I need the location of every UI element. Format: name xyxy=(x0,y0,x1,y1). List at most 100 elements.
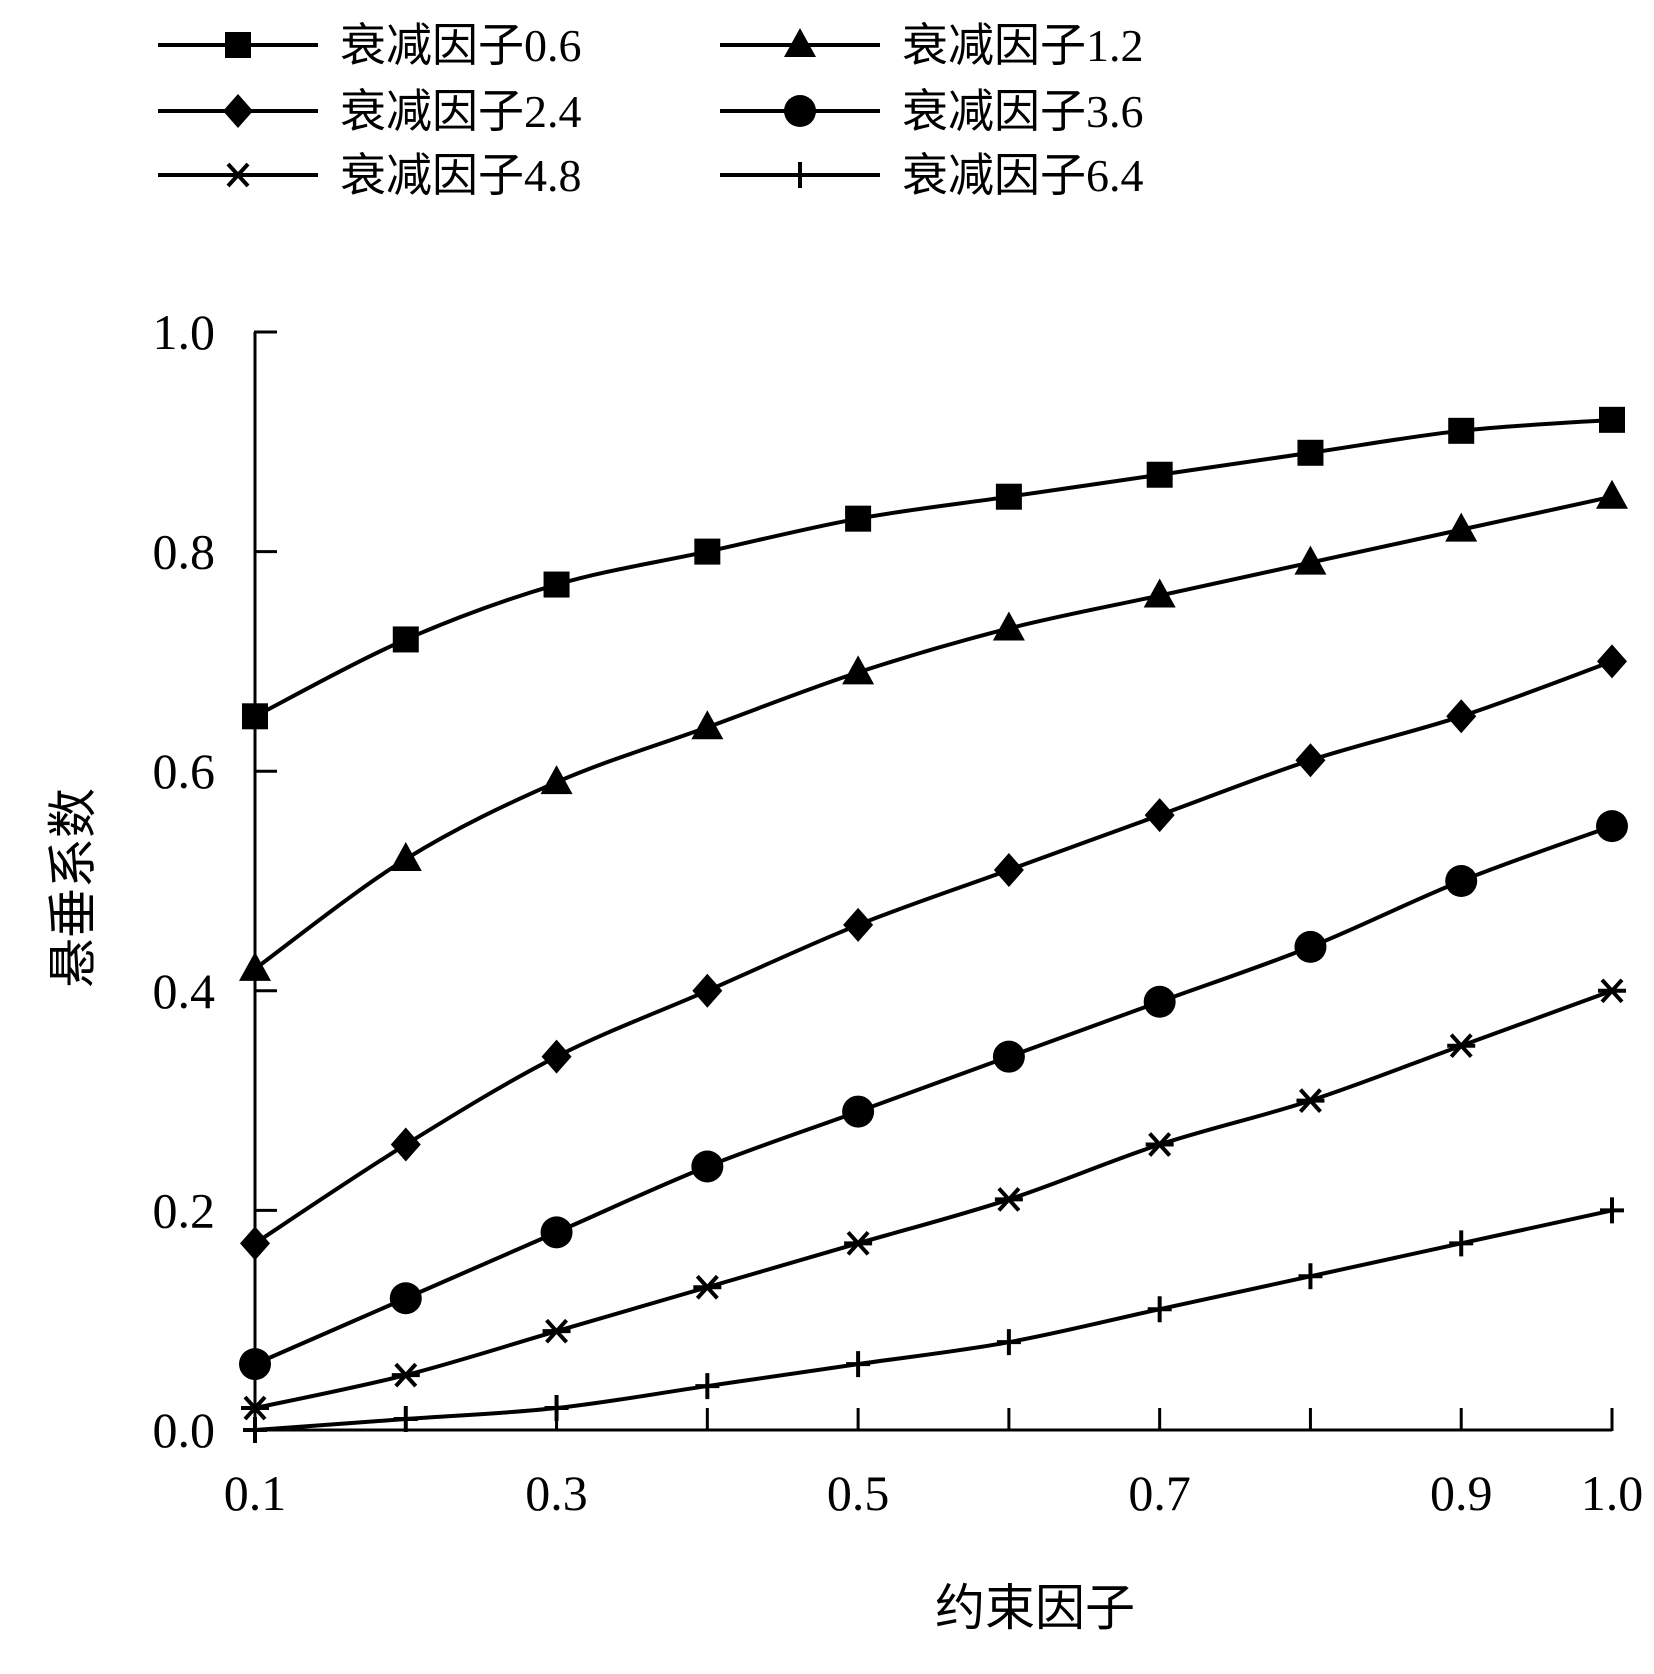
data-point xyxy=(240,1226,270,1261)
data-point xyxy=(1596,810,1628,843)
axes: 0.0 0.2 0.4 0.6 0.8 1.0 0.1 0.3 0.5 0.7 0.9 1.0 约束因子… xyxy=(45,304,1643,1636)
data-point xyxy=(694,538,721,565)
x-tick-label: 0.9 xyxy=(1430,1465,1493,1521)
data-point xyxy=(241,1395,269,1421)
legend-label: 衰减因子6.4 xyxy=(902,150,1144,201)
data-point xyxy=(1143,985,1176,1018)
legend-marker xyxy=(223,94,253,128)
legend-item: 衰减因子1.2 xyxy=(720,20,1144,71)
legend-item: 衰减因子0.6 xyxy=(158,20,582,71)
data-point xyxy=(1596,479,1628,509)
data-point xyxy=(1146,461,1173,488)
legend-item: 衰减因子4.8 xyxy=(158,150,582,201)
data-point xyxy=(1144,798,1175,833)
data-point xyxy=(1447,1033,1476,1059)
data-point xyxy=(540,1216,573,1249)
data-point xyxy=(692,973,723,1008)
legend-label: 衰减因子1.2 xyxy=(902,20,1144,71)
x-tick-label: 1.0 xyxy=(1581,1465,1644,1521)
legend-label: 衰减因子3.6 xyxy=(902,86,1144,137)
data-point xyxy=(393,1406,418,1433)
data-point xyxy=(691,710,724,740)
plot-area xyxy=(239,406,1628,1443)
data-point xyxy=(242,703,268,730)
series-3 xyxy=(240,644,1627,1261)
data-point xyxy=(1297,439,1324,466)
series-line xyxy=(254,824,1613,1366)
legend-marker xyxy=(784,28,816,57)
data-point xyxy=(1599,406,1625,433)
data-point xyxy=(842,655,875,685)
data-point xyxy=(1446,699,1477,734)
data-point xyxy=(1145,1132,1174,1157)
data-point xyxy=(541,1039,572,1074)
data-point xyxy=(239,951,271,981)
data-point xyxy=(695,1373,720,1400)
y-tick-label: 0.6 xyxy=(153,743,216,799)
y-tick-label: 0.0 xyxy=(153,1402,216,1458)
data-point xyxy=(389,842,422,872)
data-point xyxy=(392,626,419,653)
data-point xyxy=(243,1417,267,1443)
data-point xyxy=(542,1318,571,1344)
legend-label: 衰减因子4.8 xyxy=(340,150,582,201)
data-point xyxy=(1600,1197,1624,1224)
x-tick-label: 0.3 xyxy=(525,1465,588,1521)
data-point xyxy=(239,1348,271,1381)
data-point xyxy=(1296,1088,1325,1113)
legend-marker xyxy=(784,95,816,127)
data-point xyxy=(543,571,570,598)
data-point xyxy=(993,853,1024,888)
legend-item: 衰减因子6.4 xyxy=(720,150,1144,201)
data-point xyxy=(1598,978,1626,1004)
data-point xyxy=(540,765,573,795)
data-point xyxy=(994,1187,1023,1212)
data-point xyxy=(389,1282,422,1315)
data-point xyxy=(992,611,1025,641)
data-point xyxy=(842,1095,875,1128)
data-point xyxy=(1294,545,1327,575)
data-point xyxy=(1445,512,1478,542)
x-tick-label: 0.1 xyxy=(224,1465,287,1521)
data-point xyxy=(1298,1263,1323,1290)
legend-marker xyxy=(788,162,812,188)
y-tick-label: 0.4 xyxy=(153,963,216,1019)
data-point xyxy=(1445,865,1478,897)
data-point xyxy=(390,1127,421,1162)
data-point xyxy=(1294,930,1327,963)
y-tick-label: 1.0 xyxy=(153,304,216,360)
data-point xyxy=(391,1362,420,1388)
legend-item: 衰减因子2.4 xyxy=(158,86,582,137)
data-point xyxy=(1448,417,1475,444)
data-point xyxy=(995,483,1022,510)
data-point xyxy=(544,1395,569,1422)
x-tick-label: 0.5 xyxy=(827,1465,890,1521)
data-point xyxy=(1449,1230,1474,1257)
data-point xyxy=(693,1274,722,1300)
series-line xyxy=(254,1208,1613,1432)
data-point xyxy=(846,1351,871,1378)
series-2 xyxy=(239,479,1628,981)
series-line xyxy=(254,988,1613,1410)
series-line xyxy=(254,417,1613,719)
series-6 xyxy=(243,1197,1624,1443)
y-tick-label: 0.8 xyxy=(153,524,216,580)
data-point xyxy=(1597,644,1627,679)
series-5 xyxy=(241,978,1626,1421)
series-line xyxy=(253,494,1613,971)
data-point xyxy=(843,907,874,942)
data-point xyxy=(844,1230,873,1256)
y-axis-title: 悬垂系数 xyxy=(45,788,101,988)
x-tick-label: 0.7 xyxy=(1128,1465,1191,1521)
series-4 xyxy=(239,810,1628,1381)
series-line xyxy=(253,659,1613,1246)
x-axis-title: 约束因子 xyxy=(935,1580,1135,1636)
y-tick-label: 0.2 xyxy=(153,1182,216,1238)
legend-item: 衰减因子3.6 xyxy=(720,86,1144,137)
legend: 衰减因子0.6 衰减因子1.2 衰减因子2.4 衰减因子3.6 衰减因子4.8 衰减因子6… xyxy=(158,20,1144,201)
legend-marker xyxy=(225,32,251,58)
legend-label: 衰减因子2.4 xyxy=(340,86,582,137)
legend-label: 衰减因子0.6 xyxy=(340,20,582,71)
data-point xyxy=(996,1329,1021,1356)
